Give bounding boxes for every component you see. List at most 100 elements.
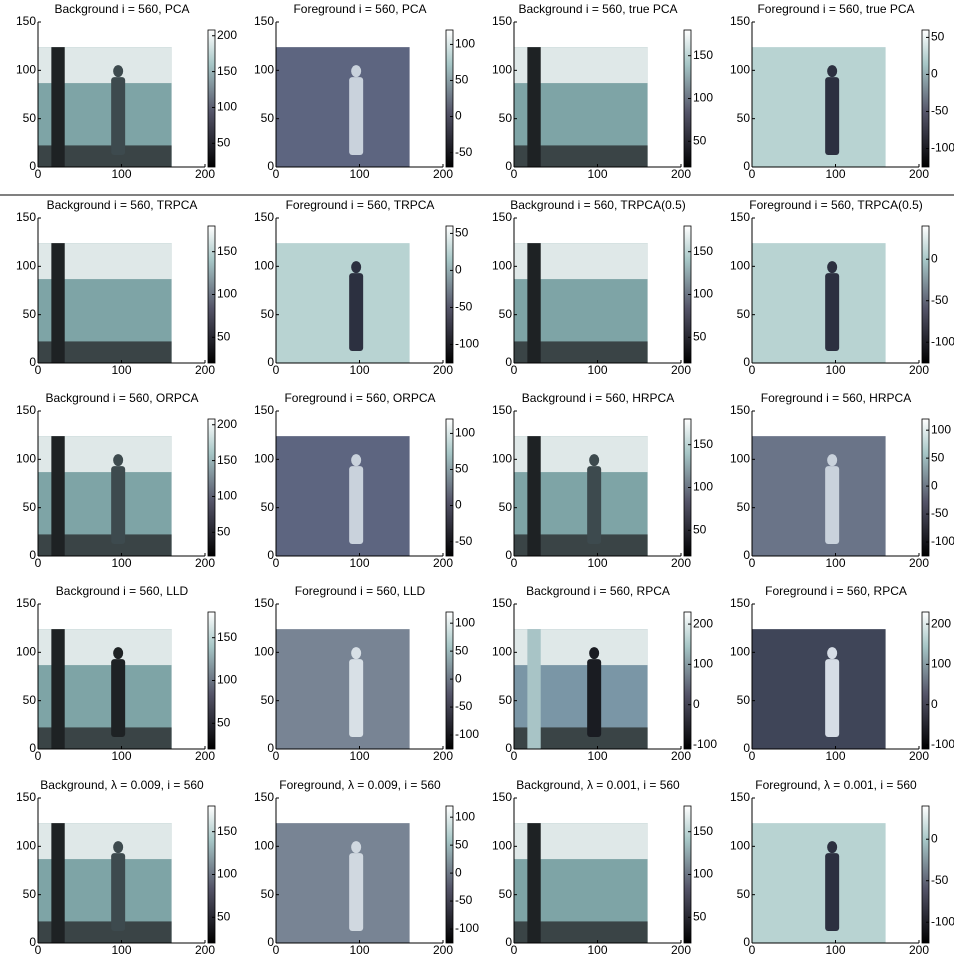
image-head bbox=[351, 647, 361, 659]
image-trunk bbox=[527, 823, 540, 943]
colorbar-tick-label: -100 bbox=[931, 141, 954, 155]
image-body bbox=[111, 77, 125, 155]
image-body bbox=[825, 273, 839, 351]
y-tick-label: 0 bbox=[267, 159, 274, 173]
y-tick-label: 150 bbox=[254, 14, 274, 28]
x-tick-label: 100 bbox=[825, 749, 845, 763]
y-tick-label: 100 bbox=[16, 839, 36, 853]
colorbar-tick-label: 100 bbox=[693, 657, 713, 671]
y-tick-label: 0 bbox=[743, 548, 750, 562]
x-tick-label: 100 bbox=[587, 167, 607, 181]
y-tick-label: 100 bbox=[16, 259, 36, 273]
colorbar-tick-label: 100 bbox=[455, 37, 475, 51]
y-tick-label: 50 bbox=[737, 307, 751, 321]
y-tick-label: 50 bbox=[737, 500, 751, 514]
colorbar-tick-label: -50 bbox=[455, 534, 473, 548]
colorbar-tick-label: 100 bbox=[217, 673, 237, 687]
y-tick-label: 50 bbox=[499, 307, 513, 321]
colorbar-tick-label: 150 bbox=[217, 64, 237, 78]
colorbar-tick-label: 200 bbox=[217, 28, 237, 42]
y-tick-label: 0 bbox=[267, 935, 274, 949]
y-tick-label: 50 bbox=[499, 111, 513, 125]
colorbar-tick-label: -100 bbox=[931, 334, 954, 348]
x-tick-label: 200 bbox=[909, 556, 929, 570]
image-body bbox=[111, 466, 125, 544]
colorbar-tick-label: -50 bbox=[455, 699, 473, 713]
image-body bbox=[349, 466, 363, 544]
colorbar-tick-label: -100 bbox=[931, 737, 954, 751]
y-tick-label: 0 bbox=[743, 355, 750, 369]
y-tick-label: 100 bbox=[254, 452, 274, 466]
image-trunk bbox=[51, 243, 64, 363]
x-tick-label: 100 bbox=[111, 749, 131, 763]
colorbar-tick-label: 100 bbox=[217, 867, 237, 881]
colorbar-tick-label: 0 bbox=[455, 263, 462, 277]
image-trunk bbox=[51, 629, 64, 749]
colorbar-tick-label: 50 bbox=[455, 837, 469, 851]
panel-title: Foreground i = 560, HRPCA bbox=[761, 391, 911, 405]
y-tick-label: 100 bbox=[254, 63, 274, 77]
colorbar-tick-label: 0 bbox=[931, 67, 938, 81]
colorbar-tick-label: 50 bbox=[217, 329, 231, 343]
panel-title: Foreground, λ = 0.001, i = 560 bbox=[755, 778, 917, 792]
image-body bbox=[825, 77, 839, 155]
image-head bbox=[113, 454, 123, 466]
image-head bbox=[827, 65, 837, 77]
colorbar bbox=[208, 30, 215, 167]
y-tick-label: 150 bbox=[730, 210, 750, 224]
image-body bbox=[825, 853, 839, 931]
x-tick-label: 100 bbox=[825, 167, 845, 181]
colorbar-tick-label: 50 bbox=[217, 136, 231, 150]
panel-title: Background i = 560, ORPCA bbox=[45, 391, 198, 405]
image bbox=[752, 47, 886, 167]
x-tick-label: 100 bbox=[111, 167, 131, 181]
image-head bbox=[113, 65, 123, 77]
y-tick-label: 100 bbox=[254, 839, 274, 853]
image-head bbox=[827, 454, 837, 466]
panel-title: Background, λ = 0.001, i = 560 bbox=[516, 778, 680, 792]
colorbar-tick-label: -100 bbox=[931, 534, 954, 548]
colorbar-tick-label: 100 bbox=[931, 657, 951, 671]
image-body bbox=[587, 659, 601, 737]
y-tick-label: 0 bbox=[743, 159, 750, 173]
colorbar-tick-label: 0 bbox=[455, 865, 462, 879]
image-body bbox=[349, 659, 363, 737]
y-tick-label: 150 bbox=[16, 596, 36, 610]
colorbar bbox=[922, 419, 929, 556]
y-tick-label: 150 bbox=[730, 790, 750, 804]
colorbar-tick-label: 150 bbox=[693, 48, 713, 62]
panel-title: Foreground i = 560, TRPCA bbox=[286, 198, 435, 212]
y-tick-label: 0 bbox=[505, 355, 512, 369]
y-tick-label: 100 bbox=[254, 645, 274, 659]
x-tick-label: 100 bbox=[111, 363, 131, 377]
colorbar bbox=[446, 226, 453, 363]
colorbar-tick-label: 100 bbox=[693, 287, 713, 301]
y-tick-label: 100 bbox=[730, 452, 750, 466]
x-tick-label: 200 bbox=[195, 943, 215, 957]
image-body bbox=[349, 273, 363, 351]
y-tick-label: 100 bbox=[16, 63, 36, 77]
panel-title: Foreground i = 560, ORPCA bbox=[284, 391, 435, 405]
colorbar-tick-label: 100 bbox=[455, 615, 475, 629]
colorbar bbox=[922, 30, 929, 167]
colorbar-tick-label: 150 bbox=[217, 824, 237, 838]
y-tick-label: 100 bbox=[16, 645, 36, 659]
x-tick-label: 100 bbox=[349, 556, 369, 570]
panel-title: Background i = 560, PCA bbox=[54, 2, 189, 16]
image bbox=[276, 47, 410, 167]
colorbar-tick-label: -50 bbox=[455, 893, 473, 907]
y-tick-label: 150 bbox=[492, 14, 512, 28]
y-tick-label: 50 bbox=[23, 307, 37, 321]
x-tick-label: 100 bbox=[111, 556, 131, 570]
colorbar-tick-label: 50 bbox=[693, 329, 707, 343]
y-tick-label: 50 bbox=[261, 693, 275, 707]
panel-title: Foreground i = 560, true PCA bbox=[757, 2, 914, 16]
y-tick-label: 50 bbox=[23, 111, 37, 125]
y-tick-label: 150 bbox=[254, 596, 274, 610]
x-tick-label: 200 bbox=[909, 363, 929, 377]
panel-title: Background i = 560, HRPCA bbox=[522, 391, 674, 405]
image-head bbox=[827, 841, 837, 853]
y-tick-label: 50 bbox=[499, 693, 513, 707]
colorbar-tick-label: 50 bbox=[931, 450, 945, 464]
x-tick-label: 100 bbox=[587, 943, 607, 957]
